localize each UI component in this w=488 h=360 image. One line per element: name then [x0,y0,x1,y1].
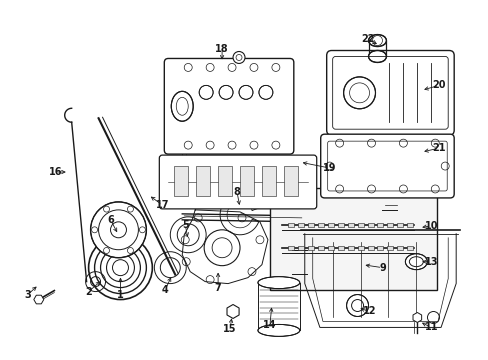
Text: 11: 11 [424,323,437,332]
Bar [386,246,393,250]
Bar [347,223,353,227]
FancyBboxPatch shape [164,58,293,154]
Polygon shape [34,295,44,304]
Bar [317,223,323,227]
Text: 18: 18 [215,44,228,54]
Polygon shape [226,305,239,319]
Ellipse shape [368,50,386,62]
Text: 16: 16 [49,167,62,177]
Ellipse shape [171,91,193,121]
Bar [367,223,373,227]
Circle shape [343,77,375,109]
Text: 4: 4 [162,284,168,294]
Ellipse shape [258,276,299,289]
Bar [218,166,232,196]
Text: 15: 15 [223,324,236,334]
Text: 7: 7 [214,283,221,293]
Circle shape [103,206,109,212]
Circle shape [233,51,244,63]
Bar [307,246,313,250]
Text: 3: 3 [24,289,31,300]
Circle shape [127,206,133,212]
Circle shape [219,85,233,99]
Bar [397,223,403,227]
FancyBboxPatch shape [159,155,316,209]
Text: 19: 19 [322,163,336,173]
Bar [283,166,297,196]
FancyBboxPatch shape [326,50,453,135]
Circle shape [90,202,146,258]
Bar [367,246,373,250]
Bar [357,223,363,227]
Ellipse shape [368,35,386,46]
Text: 13: 13 [424,257,437,267]
Bar [397,246,403,250]
Circle shape [259,85,272,99]
Bar [297,223,303,227]
Bar [337,223,343,227]
Text: 10: 10 [424,221,437,231]
Text: 20: 20 [431,80,445,90]
Circle shape [103,248,109,253]
Circle shape [199,85,213,99]
Text: 21: 21 [431,143,445,153]
Polygon shape [412,312,421,323]
Bar [269,188,436,289]
Bar [262,166,275,196]
Bar [377,246,383,250]
Circle shape [127,248,133,253]
Ellipse shape [405,254,427,270]
Text: 22: 22 [360,33,373,44]
Bar [287,246,293,250]
Circle shape [91,227,98,233]
Bar [327,223,333,227]
Ellipse shape [258,324,299,336]
Bar [196,166,210,196]
Circle shape [346,294,368,316]
Text: 5: 5 [182,220,188,230]
Text: 6: 6 [107,215,114,225]
Text: 8: 8 [233,187,240,197]
Text: 2: 2 [85,287,92,297]
Bar [287,223,293,227]
Bar [297,246,303,250]
Bar [407,246,412,250]
Bar [377,223,383,227]
Bar [337,246,343,250]
Bar [240,166,253,196]
Bar [174,166,188,196]
Bar [407,223,412,227]
Text: 12: 12 [362,306,375,316]
Bar [386,223,393,227]
Bar [327,246,333,250]
Text: 17: 17 [155,200,169,210]
Bar [357,246,363,250]
Text: 14: 14 [263,320,276,330]
Bar [347,246,353,250]
Circle shape [239,85,252,99]
Text: 9: 9 [378,263,385,273]
Bar [317,246,323,250]
Bar [307,223,313,227]
Text: 1: 1 [117,289,123,300]
Circle shape [139,227,145,233]
FancyBboxPatch shape [320,134,453,198]
